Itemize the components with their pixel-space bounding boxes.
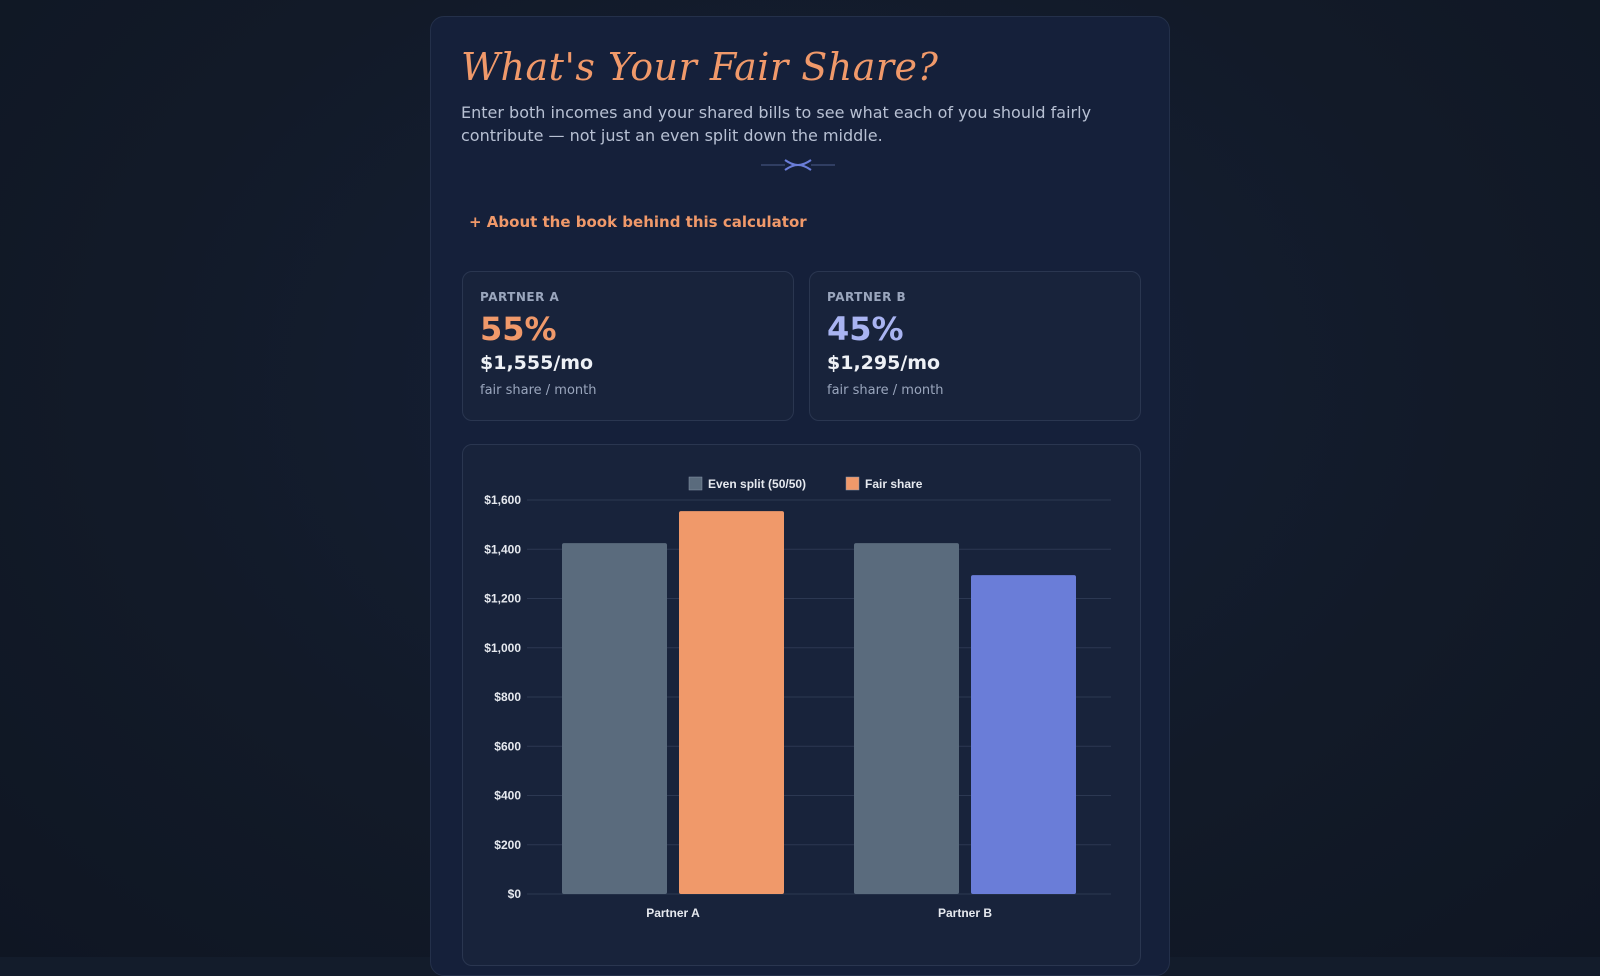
legend-label: Even split (50/50) (708, 477, 806, 491)
y-tick-label: $1,600 (484, 493, 521, 507)
page-title: What's Your Fair Share? (461, 45, 939, 89)
y-tick-label: $0 (508, 887, 522, 901)
page-subtitle: Enter both incomes and your shared bills… (461, 103, 1092, 145)
y-tick-label: $800 (494, 690, 521, 704)
legend-label: Fair share (865, 477, 923, 491)
partner-b-label: PARTNER B (827, 290, 907, 304)
chart-card: $0 $200 $400 $600 $800 $1,000 $1,200 $1,400 $1,6… (462, 444, 1141, 966)
partner-a-note: fair share / month (480, 383, 597, 398)
about-book-link[interactable]: + About the book behind this calculator (469, 213, 807, 231)
partner-b-percent: 45% (827, 310, 904, 348)
ornament-divider-icon (761, 159, 835, 171)
legend-swatch (845, 476, 860, 491)
y-tick-label: $1,200 (484, 592, 521, 606)
partner-a-card: PARTNER A 55% $1,555/mo fair share / mon… (462, 271, 794, 421)
y-tick-label: $400 (494, 789, 521, 803)
partner-b-amount: $1,295/mo (827, 352, 941, 374)
bar-fair-share-b (971, 575, 1076, 894)
x-tick-label: Partner B (938, 906, 992, 920)
partner-a-label: PARTNER A (480, 290, 560, 304)
y-tick-label: $200 (494, 838, 521, 852)
calculator-card: What's Your Fair Share? Enter both incom… (430, 16, 1170, 976)
x-tick-label: Partner A (646, 906, 700, 920)
partner-a-amount: $1,555/mo (480, 352, 594, 374)
y-tick-label: $1,400 (484, 542, 521, 556)
partner-a-percent: 55% (480, 310, 557, 348)
contribution-bar-chart: $0 $200 $400 $600 $800 $1,000 $1,200 $1,400 $1,6… (484, 476, 1111, 920)
bar-even-split-a (562, 543, 667, 894)
partner-b-card: PARTNER B 45% $1,295/mo fair share / mon… (809, 271, 1141, 421)
partner-b-note: fair share / month (827, 383, 944, 398)
bar-fair-share-a (679, 511, 784, 894)
y-tick-label: $600 (494, 739, 521, 753)
y-tick-label: $1,000 (484, 641, 521, 655)
legend-swatch (688, 476, 703, 491)
bar-even-split-b (854, 543, 959, 894)
